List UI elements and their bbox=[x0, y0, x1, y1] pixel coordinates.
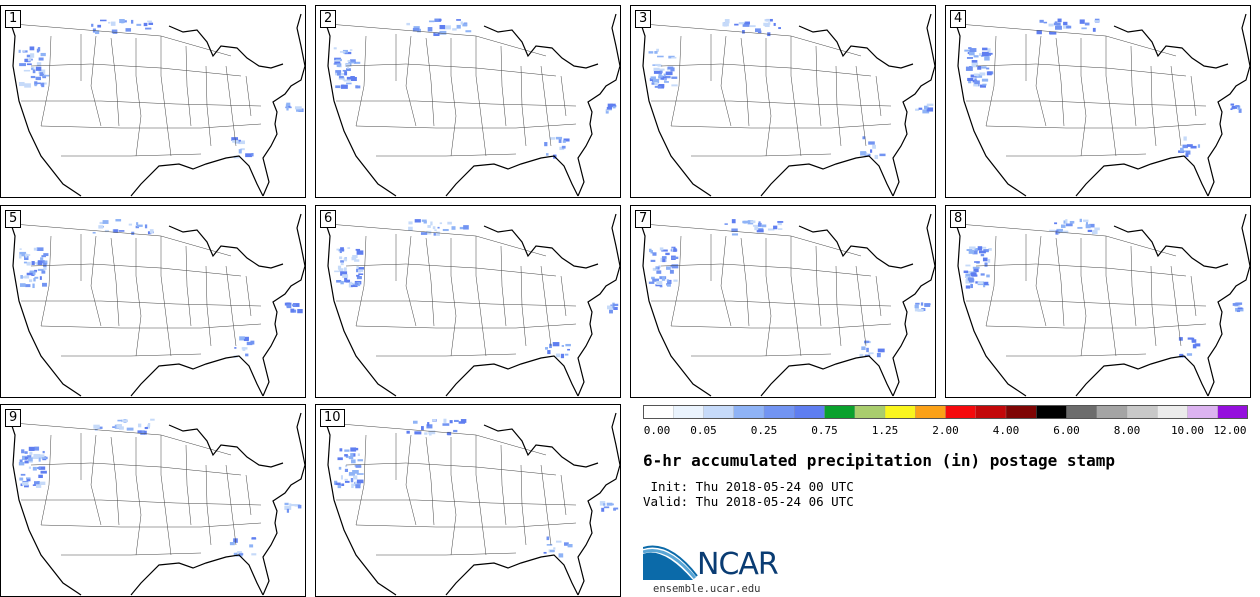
colorbar-tick-label: 10.00 bbox=[1170, 424, 1205, 437]
chart-title: 6-hr accumulated precipitation (in) post… bbox=[643, 451, 1116, 470]
colorbar-segment bbox=[763, 405, 795, 419]
map-panel-10: 10 bbox=[315, 404, 621, 597]
ncar-logo-icon bbox=[643, 545, 698, 580]
colorbar-tick-label: 12.00 bbox=[1213, 424, 1247, 437]
colorbar-segment bbox=[1187, 405, 1219, 419]
colorbar-segment bbox=[733, 405, 765, 419]
colorbar-segment bbox=[703, 405, 735, 419]
colorbar-segment bbox=[1096, 405, 1128, 419]
us-map-1 bbox=[8, 13, 305, 197]
colorbar-tick-label: 2.00 bbox=[932, 424, 959, 437]
colorbar-segment bbox=[1005, 405, 1037, 419]
panel-number: 4 bbox=[950, 10, 967, 28]
colorbar-tick-label: 6.00 bbox=[1053, 424, 1080, 437]
colorbar-tick-label: 8.00 bbox=[1113, 424, 1141, 437]
colorbar-segment bbox=[1036, 405, 1068, 419]
colorbar-segment bbox=[915, 405, 947, 419]
map-panel-8: 8 bbox=[945, 205, 1251, 398]
us-map-7 bbox=[638, 213, 935, 397]
colorbar-segment bbox=[945, 405, 977, 419]
map-panel-5: 5 bbox=[0, 205, 306, 398]
colorbar bbox=[643, 405, 1248, 419]
map-panel-6: 6 bbox=[315, 205, 621, 398]
us-map-10 bbox=[323, 412, 620, 596]
panel-number: 1 bbox=[5, 10, 22, 28]
colorbar-segment bbox=[975, 405, 1007, 419]
colorbar-tick-label: 0.25 bbox=[750, 424, 778, 437]
colorbar-segment bbox=[1066, 405, 1098, 419]
colorbar-tick-label: 1.25 bbox=[871, 424, 899, 437]
panel-number: 7 bbox=[635, 210, 652, 228]
us-map-9 bbox=[8, 412, 305, 596]
colorbar-segment bbox=[854, 405, 886, 419]
colorbar-tick-label: 0.00 bbox=[643, 424, 671, 437]
colorbar-tick-label: 4.00 bbox=[992, 424, 1020, 437]
map-panel-1: 1 bbox=[0, 5, 306, 198]
panel-number: 10 bbox=[320, 409, 345, 427]
map-panel-4: 4 bbox=[945, 5, 1251, 198]
colorbar-segment bbox=[794, 405, 826, 419]
colorbar-tick-label: 0.05 bbox=[690, 424, 717, 437]
panel-number: 9 bbox=[5, 409, 22, 427]
ncar-logo-text: NCAR bbox=[697, 547, 779, 582]
init-time: Init: Thu 2018-05-24 00 UTC bbox=[650, 479, 854, 494]
colorbar-segment bbox=[1217, 405, 1248, 419]
colorbar-segment bbox=[643, 405, 674, 419]
map-panel-9: 9 bbox=[0, 404, 306, 597]
map-panel-7: 7 bbox=[630, 205, 936, 398]
colorbar-segment bbox=[1157, 405, 1189, 419]
map-panel-3: 3 bbox=[630, 5, 936, 198]
colorbar-segment bbox=[1126, 405, 1158, 419]
colorbar-tick-label: 0.75 bbox=[811, 424, 838, 437]
valid-time: Valid: Thu 2018-05-24 06 UTC bbox=[643, 494, 854, 509]
panel-number: 2 bbox=[320, 10, 337, 28]
us-map-5 bbox=[8, 213, 305, 397]
panel-number: 6 bbox=[320, 210, 337, 228]
panel-number: 8 bbox=[950, 210, 967, 228]
colorbar-segment bbox=[824, 405, 856, 419]
colorbar-segment bbox=[673, 405, 705, 419]
us-map-2 bbox=[323, 13, 620, 197]
us-map-6 bbox=[323, 213, 620, 397]
colorbar-segment bbox=[884, 405, 916, 419]
us-map-8 bbox=[953, 213, 1250, 397]
panel-number: 3 bbox=[635, 10, 652, 28]
us-map-3 bbox=[638, 13, 935, 197]
panel-number: 5 bbox=[5, 210, 22, 228]
site-url: ensemble.ucar.edu bbox=[653, 583, 761, 595]
map-panel-2: 2 bbox=[315, 5, 621, 198]
us-map-4 bbox=[953, 13, 1250, 197]
